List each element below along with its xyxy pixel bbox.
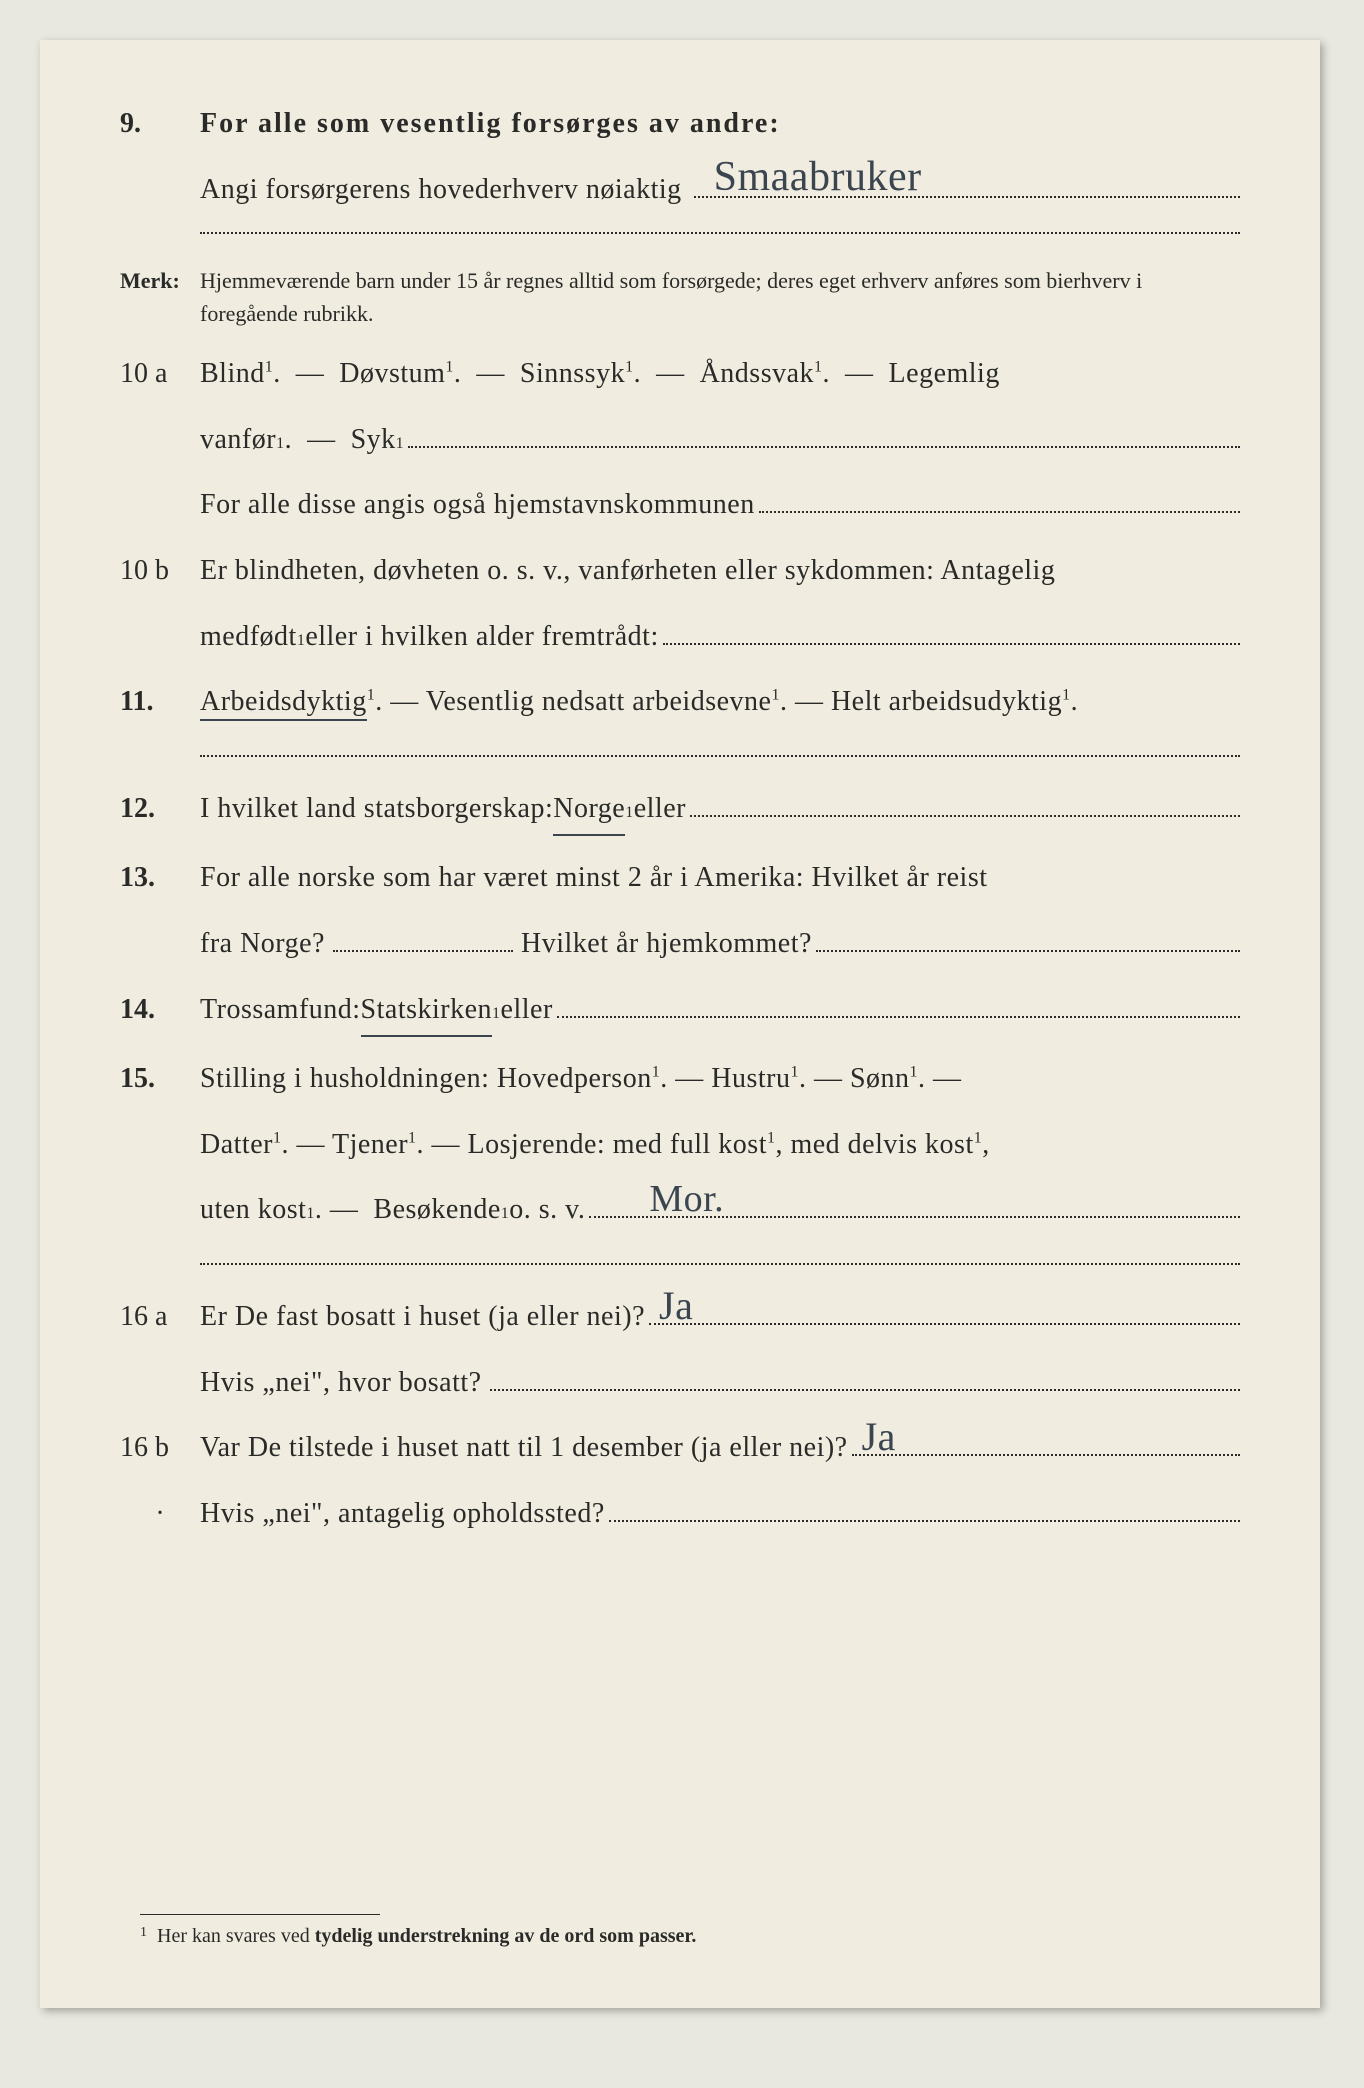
q15-num: 15. — [120, 1055, 200, 1103]
footnote: 1 Her kan svares ved tydelig understrekn… — [140, 1914, 696, 1948]
q10a-andssvak: Åndssvak — [700, 358, 814, 389]
q11-num: 11. — [120, 678, 200, 726]
q10a-syk: Syk — [351, 416, 396, 464]
q9-answer-line: Smaabruker — [694, 170, 1240, 197]
q10a-sinnssyk: Sinnssyk — [520, 358, 625, 389]
divider-3 — [200, 1262, 1240, 1265]
footnote-text: Her kan svares ved tydelig understreknin… — [157, 1925, 696, 1947]
q10a-row2: vanfør1. — Syk1 — [120, 416, 1240, 464]
q15-osv: o. s. v. — [509, 1186, 585, 1234]
q9-num: 9. — [120, 100, 200, 148]
q12-norge: Norge — [553, 785, 625, 837]
q15-hustru: Hustru — [711, 1063, 790, 1094]
q15-sonn: Sønn — [850, 1063, 910, 1094]
q14-eller: eller — [501, 986, 553, 1034]
q14-row: 14. Trossamfund: Statskirken1 eller — [120, 986, 1240, 1038]
q16b-handwritten: Ja — [862, 1403, 896, 1471]
q16b-row2: · Hvis „nei", antagelig opholdssted? — [120, 1490, 1240, 1538]
q10a-hjemstavn: For alle disse angis også hjemstavnskomm… — [200, 481, 755, 529]
merk-text: Hjemmeværende barn under 15 år regnes al… — [200, 264, 1240, 330]
q13-text1: For alle norske som har været minst 2 år… — [200, 854, 1240, 902]
q16b-text1: Var De tilstede i huset natt til 1 desem… — [200, 1424, 848, 1472]
q11-row: 11. Arbeidsdyktig1. — Vesentlig nedsatt … — [120, 678, 1240, 726]
q13-num: 13. — [120, 854, 200, 902]
q14-statskirken: Statskirken — [361, 986, 493, 1038]
q11-arbeidsdyktig: Arbeidsdyktig — [200, 686, 367, 721]
q11-udyktig: Helt arbeidsudyktig — [831, 686, 1062, 717]
q16a-text2: Hvis „nei", hvor bosatt? — [200, 1359, 482, 1407]
q10b-row2: medfødt1 eller i hvilken alder fremtrådt… — [120, 613, 1240, 661]
census-form-page: 9. For alle som vesentlig forsørges av a… — [40, 40, 1320, 2008]
q16a-row1: 16 a Er De fast bosatt i huset (ja eller… — [120, 1293, 1240, 1341]
divider-1 — [200, 231, 1240, 234]
q15-delviskost: med delvis kost — [790, 1129, 973, 1160]
q9-row2: Angi forsørgerens hovederhverv nøiaktig … — [120, 166, 1240, 214]
q16b-row1: 16 b Var De tilstede i huset natt til 1 … — [120, 1424, 1240, 1472]
q15-row3: uten kost1. — Besøkende1 o. s. v. Mor. — [120, 1186, 1240, 1234]
q15-besokende: Besøkende — [373, 1186, 500, 1234]
q12-text: I hvilket land statsborgerskap: — [200, 785, 553, 833]
q15-tjener: Tjener — [332, 1129, 408, 1160]
q9-heading: For alle som vesentlig forsørges av andr… — [200, 100, 1240, 148]
q10b-text1: Er blindheten, døvheten o. s. v., vanfør… — [200, 547, 1240, 595]
q16a-text1: Er De fast bosatt i huset (ja eller nei)… — [200, 1293, 645, 1341]
q10a-dovstum: Døvstum — [339, 358, 445, 389]
q10b-num: 10 b — [120, 547, 200, 595]
q15-row1: 15. Stilling i husholdningen: Hovedperso… — [120, 1055, 1240, 1103]
q13-fra: fra Norge? — [200, 920, 325, 968]
q12-row: 12. I hvilket land statsborgerskap: Norg… — [120, 785, 1240, 837]
merk-row: Merk: Hjemmeværende barn under 15 år reg… — [120, 264, 1240, 330]
divider-2 — [200, 754, 1240, 757]
q9-prompt: Angi forsørgerens hovederhverv nøiaktig — [200, 166, 682, 214]
q16a-row2: Hvis „nei", hvor bosatt? — [120, 1359, 1240, 1407]
q10a-blind: Blind — [200, 358, 265, 389]
q10b-row1: 10 b Er blindheten, døvheten o. s. v., v… — [120, 547, 1240, 595]
q9-row1: 9. For alle som vesentlig forsørges av a… — [120, 100, 1240, 148]
q16b-answer-line: Ja — [852, 1429, 1240, 1456]
q15-row2: Datter1. — Tjener1. — Losjerende: med fu… — [120, 1121, 1240, 1169]
q15-datter: Datter — [200, 1129, 273, 1160]
q10b-medfodt: medfødt — [200, 613, 297, 661]
q14-text: Trossamfund: — [200, 986, 361, 1034]
q15-answer-line: Mor. — [589, 1191, 1240, 1218]
q12-num: 12. — [120, 785, 200, 833]
q13-row2: fra Norge? Hvilket år hjemkommet? — [120, 920, 1240, 968]
merk-label: Merk: — [120, 264, 200, 297]
q10a-vanfor: vanfør — [200, 416, 276, 464]
q15-fullkost: med full kost — [613, 1129, 767, 1160]
q10a-num: 10 a — [120, 350, 200, 398]
q10b-text2b: eller i hvilken alder fremtrådt: — [305, 613, 658, 661]
footnote-rule — [140, 1914, 380, 1915]
q16b-num: 16 b — [120, 1424, 200, 1472]
q16a-num: 16 a — [120, 1293, 200, 1341]
q14-num: 14. — [120, 986, 200, 1034]
footnote-num: 1 — [140, 1925, 147, 1940]
q16b-text2: Hvis „nei", antagelig opholdssted? — [200, 1490, 605, 1538]
q12-eller: eller — [634, 785, 686, 833]
q13-hjem: Hvilket år hjemkommet? — [521, 920, 812, 968]
q10a-legemlig: Legemlig — [889, 358, 1000, 389]
q9-handwritten: Smaabruker — [714, 142, 922, 213]
q15-handwritten: Mor. — [649, 1167, 724, 1232]
q16a-answer-line: Ja — [649, 1298, 1240, 1325]
q15-losj: Losjerende: — [468, 1129, 613, 1160]
q10a-row3: For alle disse angis også hjemstavnskomm… — [120, 481, 1240, 529]
q11-nedsatt: Vesentlig nedsatt arbeidsevne — [426, 686, 772, 717]
q16a-handwritten: Ja — [659, 1272, 693, 1340]
q13-row1: 13. For alle norske som har været minst … — [120, 854, 1240, 902]
q10a-row1: 10 a Blind1. — Døvstum1. — Sinnssyk1. — … — [120, 350, 1240, 398]
q15-hovedperson: Stilling i husholdningen: Hovedperson — [200, 1063, 652, 1094]
q15-utenkost: uten kost — [200, 1186, 306, 1234]
